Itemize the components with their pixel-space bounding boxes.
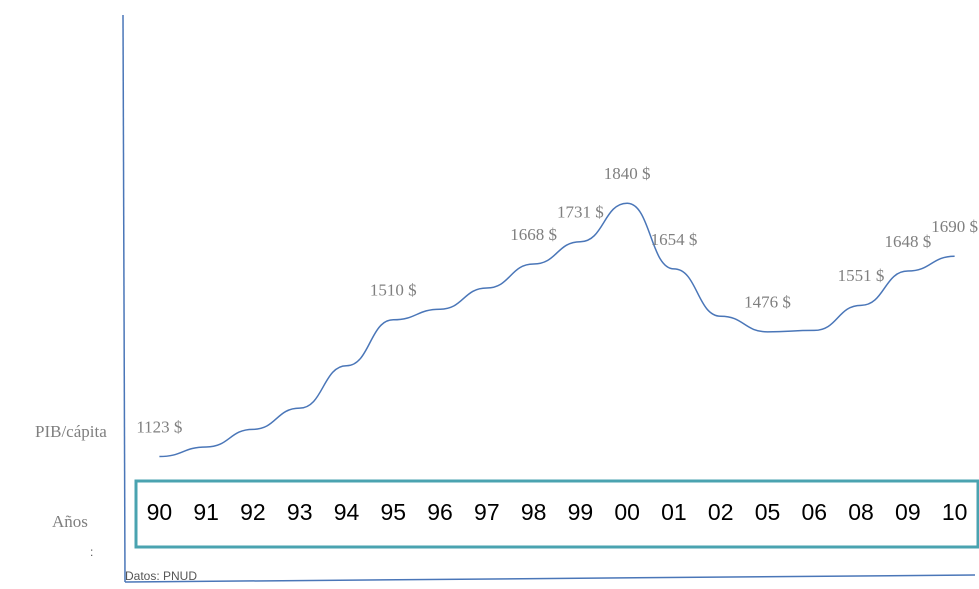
data-label: 1690 $ — [931, 217, 978, 236]
data-label: 1654 $ — [651, 230, 698, 249]
x-tick-label: 00 — [614, 499, 640, 525]
x-tick-label: 10 — [942, 499, 968, 525]
data-label: 1840 $ — [604, 164, 651, 183]
x-tick-label: 96 — [427, 499, 453, 525]
x-tick-label: 91 — [193, 499, 219, 525]
x-tick-label: 90 — [147, 499, 173, 525]
x-tick-label: 95 — [380, 499, 406, 525]
data-label: 1123 $ — [136, 417, 182, 436]
x-label: Años — [52, 512, 88, 531]
y-axis — [122, 14, 126, 583]
data-label: 1510 $ — [370, 281, 417, 300]
x-tick-label: 08 — [848, 499, 874, 525]
data-label: 1648 $ — [884, 232, 931, 251]
x-tick-label: 94 — [334, 499, 360, 525]
x-tick-label: 09 — [895, 499, 921, 525]
x-tick-label: 92 — [240, 499, 266, 525]
x-tick-label: 05 — [755, 499, 781, 525]
x-tick-label: 93 — [287, 499, 313, 525]
years-box — [134, 479, 979, 549]
data-label: 1731 $ — [557, 203, 604, 222]
x-tick-label: 06 — [801, 499, 827, 525]
x-tick-label: 01 — [661, 499, 687, 525]
x-tick-label: 02 — [708, 499, 734, 525]
x-tick-label: 99 — [568, 499, 594, 525]
x-tick-label: 97 — [474, 499, 500, 525]
source: Datos: PNUD — [125, 569, 197, 583]
y-label: PIB/cápita — [35, 422, 107, 441]
data-line — [159, 202, 955, 458]
data-label: 1551 $ — [838, 266, 885, 285]
data-label: 1668 $ — [510, 225, 557, 244]
data-label: 1476 $ — [744, 293, 791, 312]
x-tick-label: 98 — [521, 499, 547, 525]
x-axis — [124, 574, 976, 583]
note: : — [90, 545, 93, 559]
